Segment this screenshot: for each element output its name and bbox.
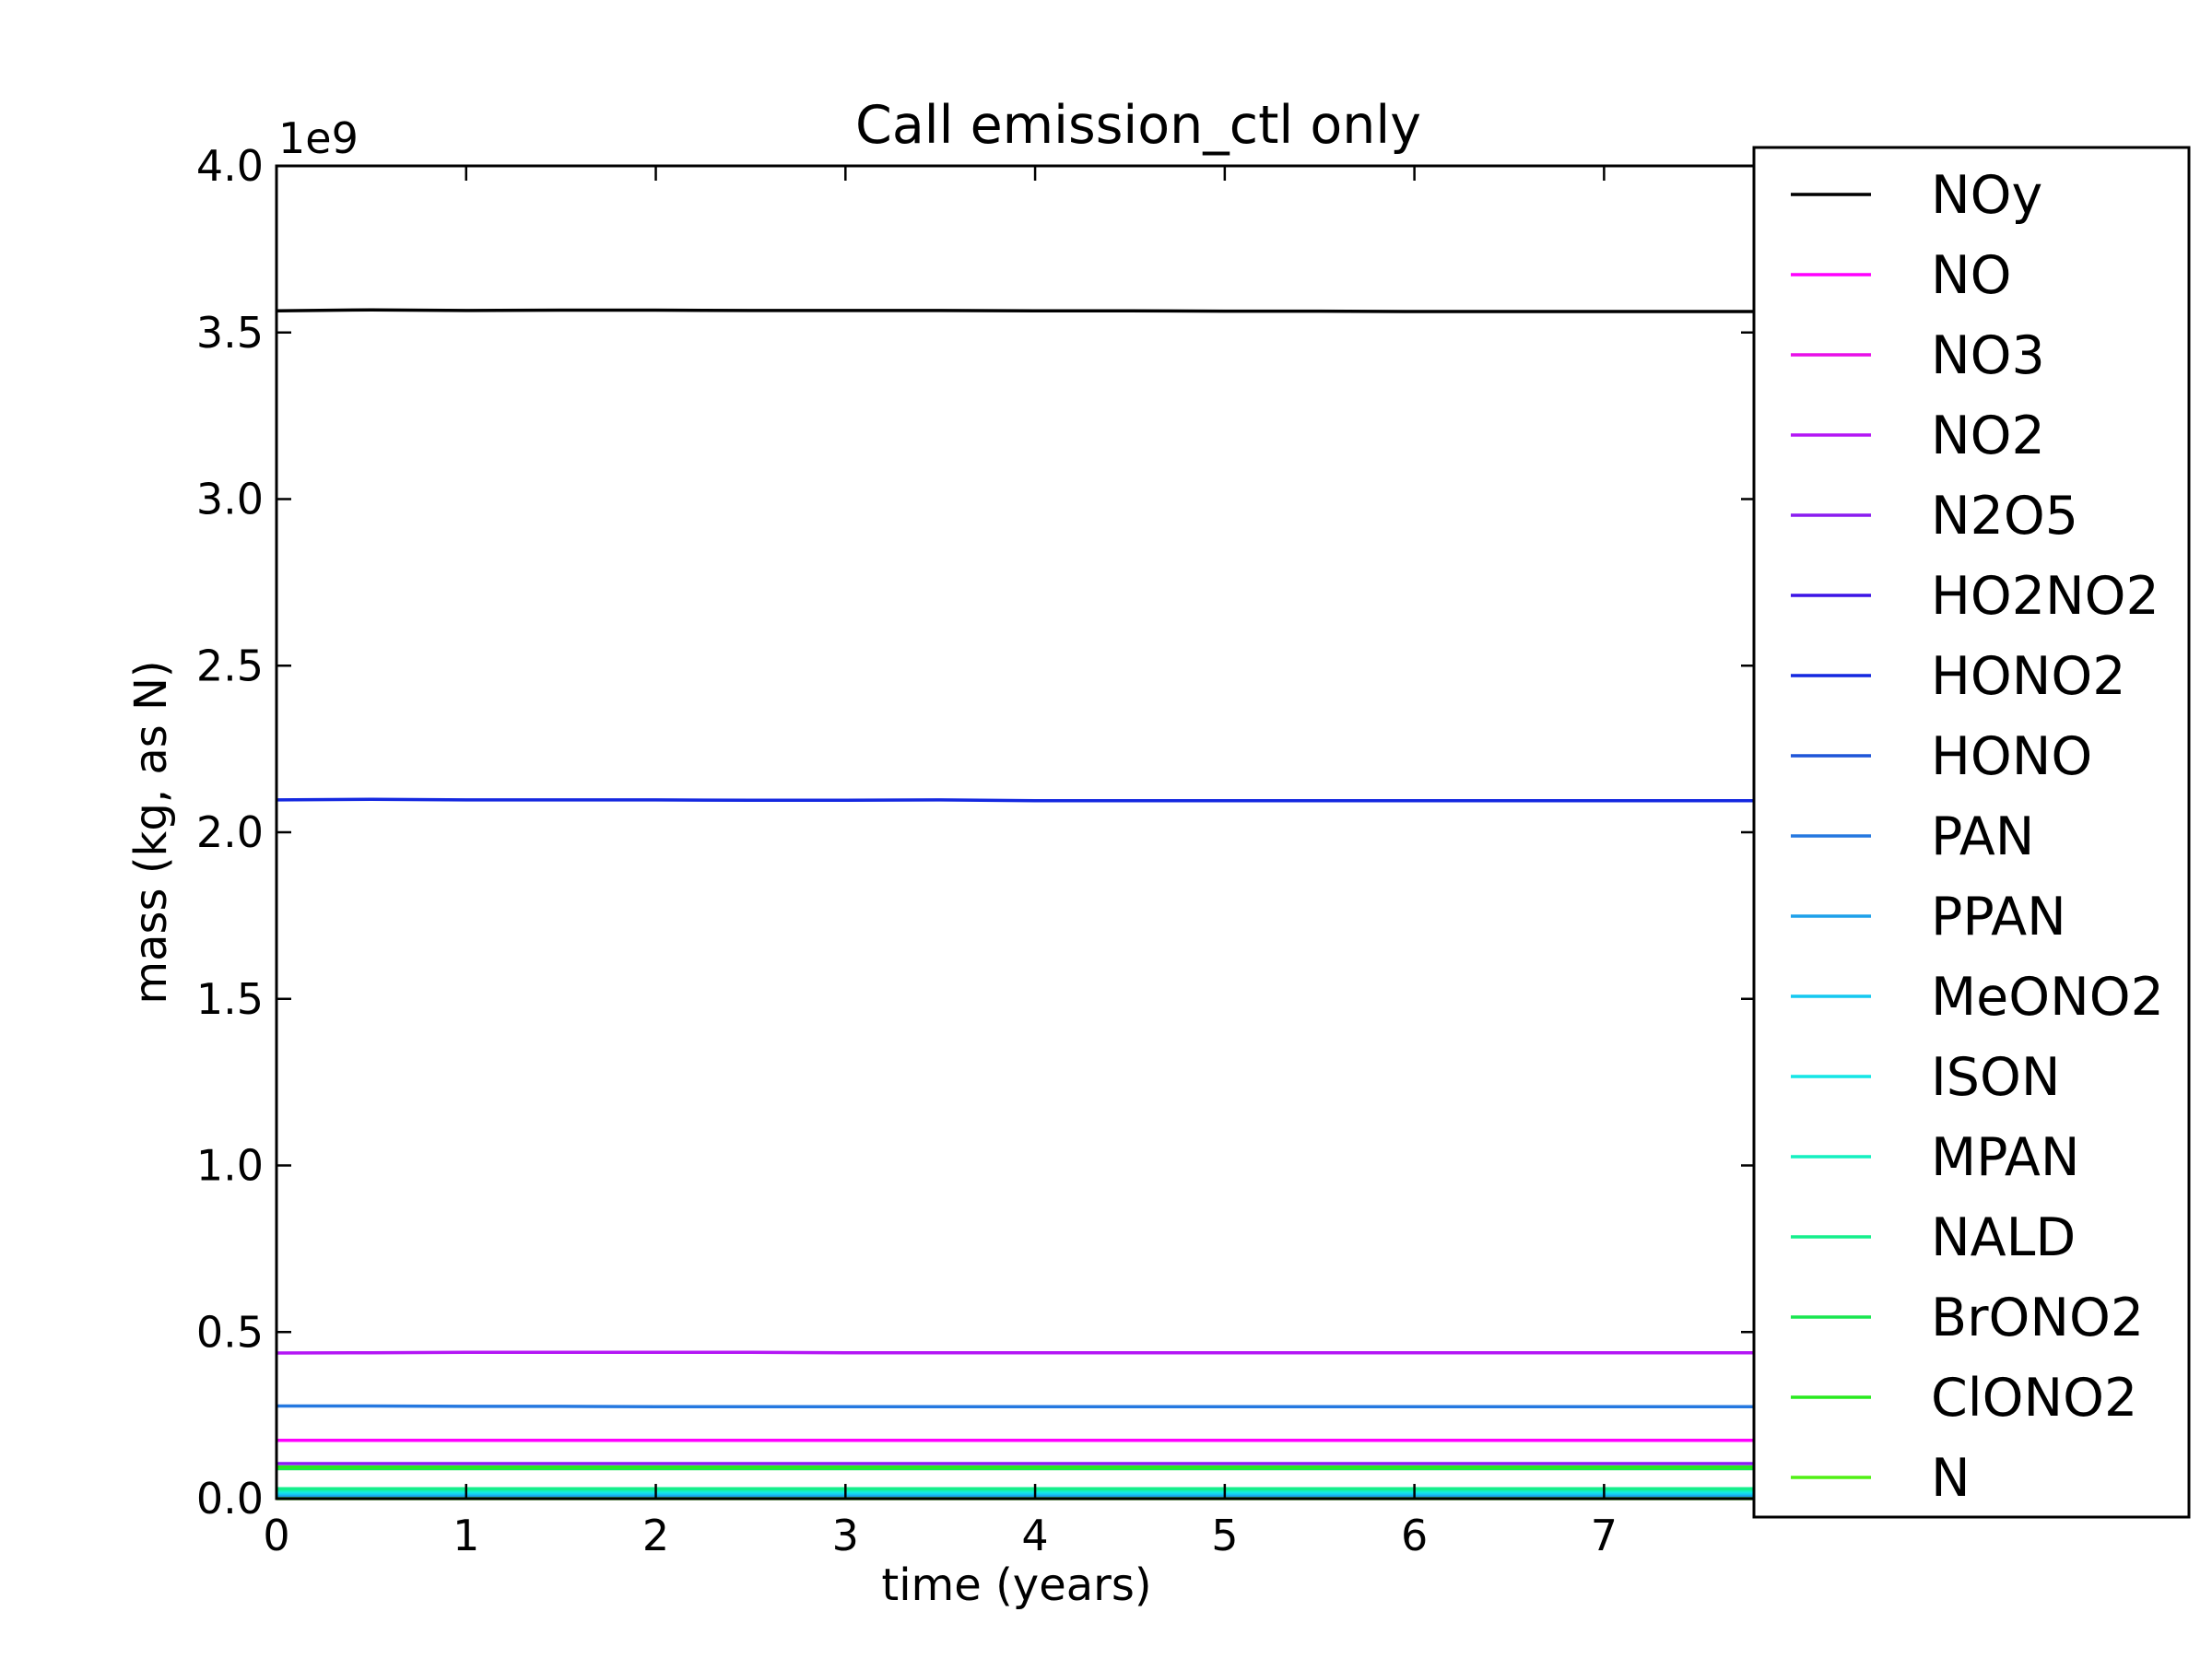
legend-label-nald: NALD <box>1931 1207 2076 1268</box>
y-tick-label: 0.5 <box>196 1307 264 1357</box>
y-tick-label: 4.0 <box>196 141 264 191</box>
y-axis-label: mass (kg, as N) <box>125 660 177 1004</box>
legend: NOy NO NO3 NO2 N2O5 HO2NO2 HONO2 HONO PAN PPAN MeO… <box>1752 146 2191 1519</box>
series-line-hono2 <box>276 797 1756 803</box>
y-offset-label: 1e9 <box>278 113 359 163</box>
legend-label-n: N <box>1931 1448 1971 1509</box>
series-line-noy <box>276 308 1756 313</box>
y-tick-label: 3.0 <box>196 475 264 524</box>
x-axis-label: time (years) <box>881 1559 1151 1611</box>
legend-label-ho2no2: HO2NO2 <box>1931 566 2159 627</box>
legend-box <box>1752 146 2191 1519</box>
series-line-pan <box>276 1404 1756 1408</box>
legend-label-n2o5: N2O5 <box>1931 486 2078 547</box>
x-tick-label: 4 <box>1021 1511 1048 1560</box>
legend-label-meono2: MeONO2 <box>1931 967 2164 1028</box>
y-tick-label: 2.0 <box>196 807 264 857</box>
y-tick-label: 0.0 <box>196 1474 264 1524</box>
x-tick-label: 1 <box>453 1511 479 1560</box>
legend-label-no2: NO2 <box>1931 406 2045 466</box>
y-tick-label: 1.0 <box>196 1141 264 1191</box>
x-tick-label: 3 <box>832 1511 859 1560</box>
y-tick-label: 2.5 <box>196 641 264 690</box>
y-tick-label: 3.5 <box>196 308 264 358</box>
legend-label-ppan: PPAN <box>1931 887 2066 947</box>
y-tick-label: 1.5 <box>196 974 264 1024</box>
series-line-no2 <box>276 1350 1756 1355</box>
legend-label-hono2: HONO2 <box>1931 646 2126 707</box>
x-tick-label: 7 <box>1591 1511 1618 1560</box>
x-tick-label: 6 <box>1401 1511 1428 1560</box>
x-tick-label: 5 <box>1211 1511 1238 1560</box>
tick-layer: 0 1 2 3 4 5 6 7 0.0 0.5 1.0 1.5 2.0 2.5 3.0 3.5 4.0 <box>196 141 1756 1560</box>
x-tick-label: 0 <box>263 1511 289 1560</box>
legend-label-ison: ISON <box>1931 1047 2061 1108</box>
chart-title: Call emission_ctl only <box>855 95 1421 156</box>
legend-label-no: NO <box>1931 245 2012 306</box>
legend-label-noy: NOy <box>1931 165 2042 226</box>
legend-label-brono2: BrONO2 <box>1931 1288 2144 1348</box>
x-tick-label: 2 <box>642 1511 669 1560</box>
legend-label-hono: HONO <box>1931 726 2092 787</box>
legend-label-no3: NO3 <box>1931 325 2045 386</box>
legend-label-clono2: ClONO2 <box>1931 1368 2137 1429</box>
legend-label-mpan: MPAN <box>1931 1127 2080 1188</box>
legend-entries: NOy NO NO3 NO2 N2O5 HO2NO2 HONO2 HONO PAN PPAN MeO… <box>1791 165 2164 1509</box>
legend-label-pan: PAN <box>1931 806 2034 867</box>
